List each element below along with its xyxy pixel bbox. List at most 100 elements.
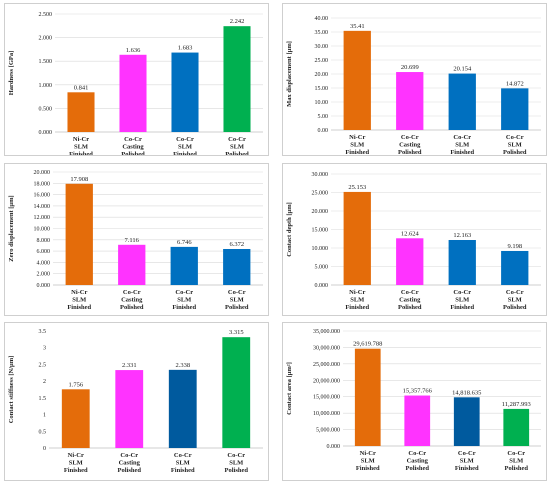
chart-hardness: 0.000 0.500 1.000 1.500 2.000 2.500 0.841 Ni-Cr…	[8, 12, 263, 155]
bar	[222, 337, 251, 448]
y-tick-label: 0	[43, 446, 46, 452]
category-label: SLM	[455, 297, 469, 304]
category-label: Co-Cr	[408, 450, 426, 457]
category-label: Polished	[225, 151, 249, 155]
category-label: Ni-Cr	[68, 452, 84, 459]
bar	[448, 239, 476, 285]
data-label: 6.746	[177, 239, 192, 246]
category-label: Finished	[450, 304, 474, 311]
category-label: Co-Cr	[401, 289, 419, 296]
category-label: Casting	[119, 460, 141, 467]
y-tick-label: 10.000	[34, 227, 51, 233]
y-tick-label: 5.000	[315, 265, 329, 271]
category-label: Co-Cr	[506, 289, 524, 296]
category-label: Polished	[503, 149, 527, 155]
y-tick-label: 0.000	[37, 283, 51, 289]
data-label: 2.338	[175, 362, 190, 369]
category-label: SLM	[178, 144, 192, 151]
y-tick-label: 10,000.000	[313, 411, 340, 417]
y-tick-label: 20,000.000	[313, 378, 340, 384]
category-label: SLM	[230, 297, 244, 304]
category-label: SLM	[508, 297, 522, 304]
category-label: Finished	[345, 149, 369, 155]
chart-panel-contact-stiffness: 0 0.5 1 1.5 2 2.5 3 3.5 1.756 Ni-Cr SLM Finished 2.3…	[4, 322, 269, 481]
y-tick-label: 3	[43, 346, 46, 352]
y-axis-label: Max displacement [μm]	[286, 41, 293, 107]
category-label: Co-Cr	[176, 136, 194, 143]
bar	[503, 408, 530, 446]
category-label: SLM	[176, 460, 190, 467]
bar	[343, 191, 371, 285]
category-label: Co-Cr	[506, 134, 524, 141]
category-label: SLM	[460, 458, 474, 465]
category-label: SLM	[177, 297, 191, 304]
category-label: Co-Cr	[453, 289, 471, 296]
y-tick-label: 0.5	[39, 429, 47, 435]
chart-panel-contact-depth: 0.000 5.000 10.000 15.000 20.000 25.000 30.000…	[282, 163, 547, 316]
category-label: Co-Cr	[507, 450, 525, 457]
y-axis-label: Hardness [GPa]	[8, 51, 15, 96]
category-label: Casting	[407, 458, 429, 465]
category-label: Co-Cr	[175, 289, 193, 296]
category-label: SLM	[229, 460, 243, 467]
y-tick-label: 5.00	[318, 114, 329, 120]
y-tick-label: 16.000	[34, 193, 51, 199]
category-label: Finished	[173, 151, 197, 155]
chart-contact-depth: 0.000 5.000 10.000 15.000 20.000 25.000 30.000…	[286, 172, 541, 311]
category-label: Polished	[398, 304, 422, 311]
y-tick-label: 15.00	[315, 86, 329, 92]
data-label: 6.372	[229, 241, 244, 248]
y-tick-label: 25,000.000	[313, 362, 340, 368]
category-label: Finished	[450, 149, 474, 155]
category-label: Polished	[121, 151, 145, 155]
y-tick-label: 0.000	[327, 444, 341, 450]
bar	[501, 88, 529, 130]
data-label: 35.41	[350, 23, 365, 30]
y-axis-label: Zero displacement [μm]	[8, 195, 15, 261]
category-label: Co-Cr	[401, 134, 419, 141]
chart-panel-zero-displacement: 0.000 2.000 4.000 6.000 8.000 10.000 12.000 14.…	[4, 163, 269, 316]
category-label: Polished	[503, 304, 527, 311]
bar	[354, 348, 381, 446]
category-label: SLM	[72, 297, 86, 304]
category-label: Co-Cr	[228, 136, 246, 143]
category-label: Polished	[225, 304, 249, 311]
bar	[453, 397, 480, 446]
data-label: 15,357.766	[403, 388, 433, 395]
bar	[396, 238, 424, 285]
category-label: SLM	[350, 297, 364, 304]
category-label: Finished	[171, 467, 195, 474]
y-tick-label: 2.5	[39, 362, 47, 368]
category-label: SLM	[361, 458, 375, 465]
category-label: Finished	[172, 304, 196, 311]
category-label: Co-Cr	[228, 289, 246, 296]
category-label: Polished	[406, 465, 430, 472]
data-label: 20.699	[401, 64, 419, 71]
y-tick-label: 2.000	[39, 36, 53, 42]
y-tick-label: 1	[43, 413, 46, 419]
category-label: Polished	[225, 467, 249, 474]
category-label: Polished	[505, 465, 529, 472]
data-label: 20.154	[453, 66, 472, 73]
category-label: Casting	[121, 297, 143, 304]
bar	[404, 395, 431, 446]
chart-panel-contact-area: 0.000 5,000.000 10,000.000 15,000.000 20,000…	[282, 322, 547, 481]
data-label: 17.908	[70, 176, 88, 183]
category-label: Co-Cr	[124, 136, 142, 143]
data-label: 1.636	[126, 47, 141, 54]
category-label: Ni-Cr	[349, 134, 365, 141]
data-label: 7.116	[125, 237, 140, 244]
category-label: Co-Cr	[174, 452, 192, 459]
category-label: SLM	[74, 144, 88, 151]
y-tick-label: 3.5	[39, 329, 47, 335]
data-label: 14,818.635	[452, 389, 481, 396]
bar	[396, 72, 424, 130]
y-tick-label: 25.00	[315, 58, 329, 64]
y-axis-label: Contact stiffness [N/μm]	[8, 356, 15, 424]
y-tick-label: 0.500	[39, 106, 53, 112]
bar	[223, 26, 251, 133]
y-tick-label: 5,000.000	[316, 428, 340, 434]
bar	[170, 246, 198, 285]
category-label: Co-Cr	[120, 452, 138, 459]
category-label: Ni-Cr	[360, 450, 376, 457]
